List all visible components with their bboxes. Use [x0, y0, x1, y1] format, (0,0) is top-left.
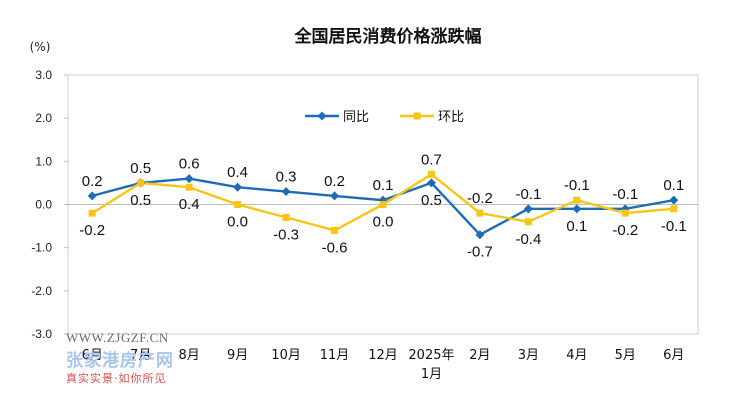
data-label: 0.2: [82, 173, 103, 190]
legend-label: 同比: [343, 110, 369, 125]
watermark-slogan: 真实实景·如你所见: [66, 372, 167, 385]
x-tick-label: 6月: [663, 348, 684, 363]
x-tick-label: 2025年 1月: [408, 348, 454, 382]
y-tick-label: 3.0: [35, 68, 52, 82]
data-label: -0.3: [273, 226, 299, 243]
data-labels: 0.2 -0.2 0.5 0.5 0.6 0.4 0.4 0.0 0.3 -0.3 0.2 -0.6 0…: [79, 151, 686, 260]
legend: 同比 环比: [305, 110, 464, 125]
series-point: [137, 179, 145, 187]
x-axis: 6月 7月 8月 9月 10月 11月 12月 2025年 1月 2月 3月 4月 5月 6月: [82, 348, 685, 382]
y-axis: 3.0 2.0 1.0 0.0 -1.0 -2.0 -3.0: [31, 68, 68, 341]
series-point: [572, 204, 582, 214]
series-point: [282, 213, 290, 221]
data-label: -0.1: [515, 186, 541, 203]
data-label: 0.0: [227, 214, 248, 231]
series-point: [670, 205, 678, 213]
series-point: [524, 218, 532, 226]
data-label: 0.1: [373, 177, 394, 194]
data-label: -0.1: [612, 186, 638, 203]
series-point: [379, 201, 387, 208]
legend-swatch-marker: [413, 112, 421, 120]
data-label: 0.6: [179, 156, 200, 173]
series-point: [475, 230, 485, 240]
data-label: 0.5: [130, 160, 151, 177]
series-point: [184, 174, 194, 184]
series-point: [233, 182, 243, 192]
series-markers: [87, 170, 679, 240]
chart-title: 全国居民消费价格涨跌幅: [294, 26, 482, 47]
series-point: [476, 209, 484, 217]
x-tick-label: 9月: [227, 348, 248, 363]
series-point: [234, 201, 242, 208]
data-label: 0.2: [324, 173, 345, 190]
series-point: [331, 226, 339, 234]
data-label: 0.0: [373, 214, 394, 231]
data-label: -0.2: [467, 190, 493, 207]
y-tick-label: 0.0: [35, 198, 52, 212]
y-tick-label: -1.0: [31, 241, 52, 255]
series-point: [427, 170, 435, 178]
x-tick-label: 6月: [82, 348, 103, 363]
data-label: -0.2: [79, 222, 105, 239]
series-point: [87, 191, 97, 201]
data-label: -0.6: [322, 239, 348, 256]
legend-swatch-marker: [317, 111, 327, 121]
x-tick-label: 11月: [320, 348, 350, 363]
legend-label: 环比: [438, 110, 464, 125]
data-label: -0.1: [661, 218, 687, 235]
series-point: [669, 195, 679, 205]
series-point: [621, 209, 629, 217]
x-tick-label: 2月: [469, 348, 490, 363]
data-label: 0.1: [663, 177, 684, 194]
data-label: -0.1: [564, 177, 590, 194]
data-label: 0.5: [421, 192, 442, 209]
series-point: [523, 204, 533, 214]
data-label: 0.5: [130, 192, 151, 209]
data-label: -0.2: [612, 222, 638, 239]
data-label: -0.7: [467, 244, 493, 261]
y-tick-label: -2.0: [31, 284, 52, 298]
data-label: -0.4: [515, 231, 541, 248]
series-point: [330, 191, 340, 201]
series-point: [573, 196, 581, 204]
data-label: 0.7: [421, 151, 442, 168]
data-label: 0.3: [276, 169, 297, 186]
x-tick-label: 8月: [179, 348, 200, 363]
x-tick-label: 7月: [130, 348, 151, 363]
y-tick-label: 2.0: [35, 111, 52, 125]
x-tick-label: 12月: [368, 348, 398, 363]
x-tick-label: 3月: [518, 348, 539, 363]
data-label: 0.1: [566, 218, 587, 235]
watermark-url: WWW.ZJGZF.CN: [66, 330, 169, 345]
series-point: [281, 187, 291, 197]
x-tick-label: 10月: [271, 348, 301, 363]
x-tick-label: 4月: [566, 348, 587, 363]
y-tick-label: -3.0: [31, 327, 52, 341]
data-label: 0.4: [227, 164, 248, 181]
y-axis-unit: (%): [30, 40, 51, 54]
data-label: 0.4: [179, 196, 200, 213]
series-point: [426, 178, 436, 188]
watermark-site-name: 张家港房产网: [66, 351, 174, 371]
series-point: [88, 209, 96, 217]
series-point: [185, 183, 193, 191]
x-tick-label: 5月: [615, 348, 636, 363]
y-tick-label: 1.0: [35, 154, 52, 168]
